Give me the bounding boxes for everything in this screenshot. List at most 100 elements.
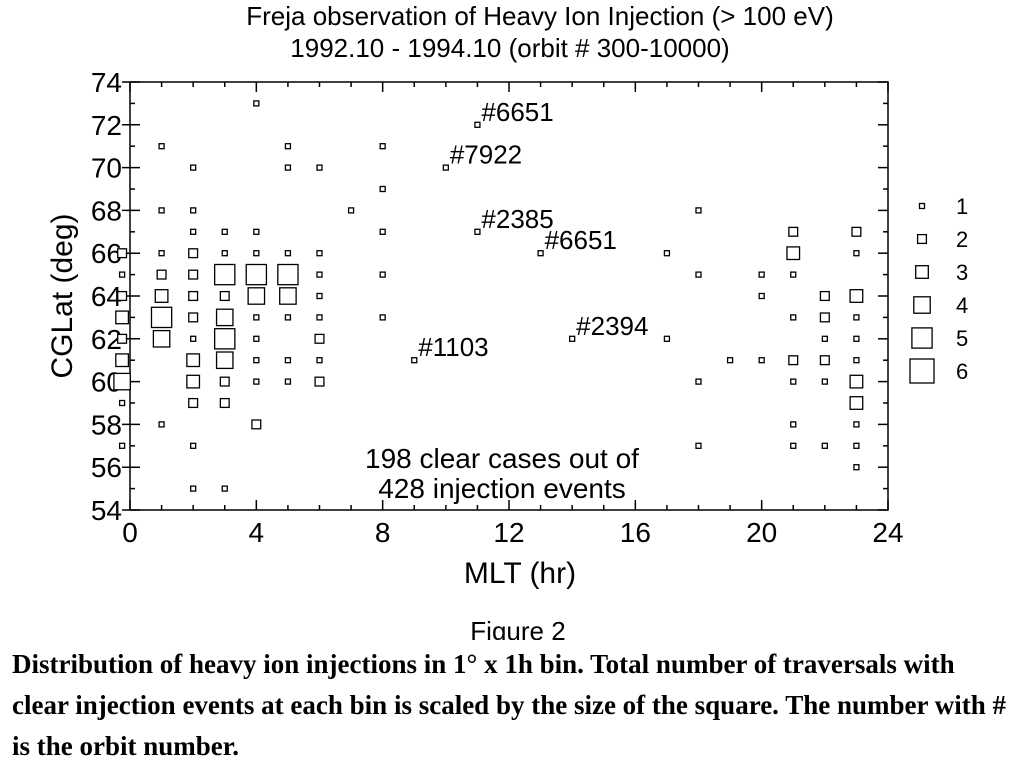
data-point	[215, 351, 234, 370]
data-point	[786, 246, 801, 261]
figure-label: Figure 2	[470, 616, 565, 640]
data-point	[277, 263, 299, 286]
data-point	[314, 376, 325, 387]
data-point	[316, 292, 323, 300]
data-point	[790, 421, 797, 428]
data-point	[347, 207, 355, 214]
y-tick-label: 64	[91, 281, 122, 312]
data-point	[152, 329, 171, 348]
data-point	[158, 421, 165, 428]
data-point	[190, 442, 197, 449]
data-point	[379, 228, 386, 235]
data-point	[284, 250, 292, 257]
data-point	[190, 164, 197, 171]
x-tick-label: 0	[122, 517, 138, 548]
data-point	[316, 357, 323, 364]
legend: 1 2 3 4 5 6	[909, 194, 968, 384]
data-point	[284, 164, 292, 171]
data-point	[853, 314, 860, 321]
y-tick-label: 54	[91, 495, 122, 526]
x-tick-label: 20	[746, 517, 777, 548]
data-point	[474, 228, 481, 235]
data-point	[314, 333, 325, 344]
data-points	[113, 100, 864, 492]
data-point	[190, 207, 197, 214]
data-point	[188, 269, 199, 280]
data-point	[537, 250, 544, 257]
data-point	[853, 464, 860, 471]
data-point	[663, 250, 671, 257]
data-point	[253, 335, 260, 342]
data-point	[158, 143, 165, 150]
note-line-1: 198 clear cases out of	[365, 443, 639, 474]
data-point	[819, 290, 830, 302]
x-axis-label: MLT (hr)	[464, 557, 576, 590]
orbit-annotation: #2385	[481, 204, 553, 234]
chart-title: Freja observation of Heavy Ion Injection…	[246, 1, 834, 31]
legend-label: 5	[956, 326, 968, 351]
data-point	[215, 308, 234, 327]
data-point	[379, 143, 386, 150]
data-point	[849, 289, 864, 303]
data-point	[117, 290, 128, 302]
data-point	[411, 357, 418, 364]
data-point	[849, 396, 864, 410]
y-tick-label: 74	[91, 67, 122, 98]
x-tick-label: 4	[249, 517, 265, 548]
legend-marker	[911, 327, 933, 349]
data-point	[221, 485, 228, 492]
data-point	[253, 228, 260, 235]
data-point	[788, 355, 799, 366]
orbit-annotation: #6651	[545, 225, 617, 255]
data-point	[379, 271, 386, 278]
data-point	[253, 100, 260, 107]
data-point	[190, 228, 197, 235]
data-point	[821, 335, 828, 342]
data-point	[790, 314, 797, 321]
data-point	[186, 353, 201, 368]
data-point	[849, 374, 864, 389]
data-point	[316, 314, 323, 321]
data-point	[115, 310, 130, 325]
data-point	[853, 421, 860, 428]
y-tick-label: 58	[91, 409, 122, 440]
y-tick-label: 56	[91, 452, 122, 483]
orbit-annotation: #6651	[481, 97, 553, 127]
data-point	[188, 290, 199, 302]
data-point	[158, 207, 165, 214]
data-point	[253, 357, 260, 364]
data-point	[247, 287, 266, 305]
orbit-annotation: #7922	[450, 140, 522, 170]
data-point	[758, 357, 765, 364]
legend-label: 2	[956, 227, 968, 252]
data-point	[569, 335, 576, 342]
data-point	[853, 357, 860, 364]
data-point	[790, 378, 797, 385]
data-point	[188, 248, 199, 259]
data-point	[213, 328, 236, 350]
orbit-annotations: #6651#7922#2385#6651#2394#1103	[418, 97, 648, 362]
data-point	[758, 271, 765, 278]
orbit-annotation: #1103	[418, 332, 488, 362]
data-point	[188, 312, 199, 323]
legend-marker	[915, 265, 929, 279]
data-point	[853, 335, 860, 342]
data-point	[379, 185, 386, 193]
y-axis-label: CGLat (deg)	[46, 213, 79, 378]
legend-marker	[909, 358, 935, 384]
data-point	[821, 442, 828, 449]
data-point	[284, 378, 292, 385]
data-point	[117, 333, 128, 344]
data-point	[245, 263, 268, 286]
data-point	[253, 378, 260, 385]
legend-label: 1	[956, 194, 968, 219]
data-point	[819, 312, 830, 323]
data-point	[695, 271, 702, 278]
data-point	[788, 226, 799, 237]
x-tick-label: 16	[620, 517, 651, 548]
data-point	[118, 271, 126, 278]
data-point	[150, 306, 173, 329]
data-point	[284, 314, 292, 321]
data-point	[117, 248, 128, 259]
